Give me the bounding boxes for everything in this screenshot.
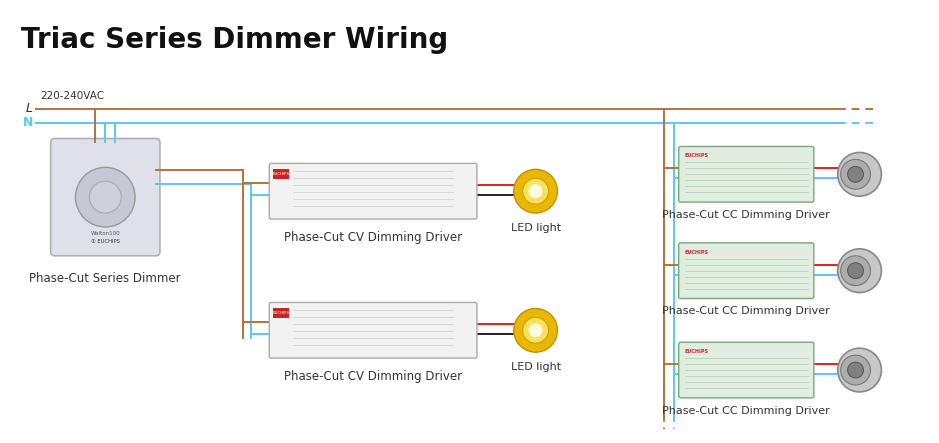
FancyBboxPatch shape	[679, 147, 814, 202]
FancyBboxPatch shape	[679, 342, 814, 398]
Text: 220-240VAC: 220-240VAC	[40, 91, 105, 101]
FancyBboxPatch shape	[269, 163, 477, 219]
Circle shape	[848, 263, 864, 279]
Text: LED light: LED light	[511, 362, 561, 372]
Circle shape	[840, 256, 870, 286]
Text: Phase-Cut CC Dimming Driver: Phase-Cut CC Dimming Driver	[662, 307, 830, 316]
Circle shape	[523, 317, 548, 343]
FancyBboxPatch shape	[679, 243, 814, 299]
Text: EUCHIPS: EUCHIPS	[272, 172, 290, 176]
FancyBboxPatch shape	[51, 139, 160, 256]
Text: Triac Series Dimmer Wiring: Triac Series Dimmer Wiring	[21, 26, 448, 54]
Circle shape	[523, 178, 548, 204]
Circle shape	[529, 184, 543, 198]
Text: EUCHIPS: EUCHIPS	[272, 311, 290, 315]
Text: ① EUCHIPS: ① EUCHIPS	[91, 239, 120, 245]
Circle shape	[848, 167, 864, 182]
Circle shape	[848, 362, 864, 378]
Circle shape	[838, 152, 882, 196]
Text: EUCHIPS: EUCHIPS	[685, 349, 709, 354]
Text: EUCHIPS: EUCHIPS	[685, 153, 709, 159]
Circle shape	[75, 167, 135, 227]
Circle shape	[514, 308, 558, 352]
Text: Phase-Cut CV Dimming Driver: Phase-Cut CV Dimming Driver	[284, 231, 462, 244]
Text: EUCHIPS: EUCHIPS	[685, 250, 709, 255]
Text: Phase-Cut Series Dimmer: Phase-Cut Series Dimmer	[29, 272, 181, 285]
Text: Phase-Cut CC Dimming Driver: Phase-Cut CC Dimming Driver	[662, 406, 830, 416]
Circle shape	[838, 348, 882, 392]
Text: Phase-Cut CC Dimming Driver: Phase-Cut CC Dimming Driver	[662, 210, 830, 220]
Text: L: L	[25, 102, 33, 115]
Circle shape	[89, 181, 121, 213]
Text: Phase-Cut CV Dimming Driver: Phase-Cut CV Dimming Driver	[284, 370, 462, 383]
Circle shape	[529, 323, 543, 337]
Circle shape	[838, 249, 882, 292]
Circle shape	[840, 355, 870, 385]
Text: N: N	[23, 116, 33, 129]
Bar	[273, 308, 289, 319]
Circle shape	[840, 159, 870, 189]
Text: LED light: LED light	[511, 223, 561, 233]
Bar	[273, 169, 289, 179]
Circle shape	[514, 169, 558, 213]
FancyBboxPatch shape	[269, 303, 477, 358]
Text: Walton100: Walton100	[90, 231, 120, 237]
